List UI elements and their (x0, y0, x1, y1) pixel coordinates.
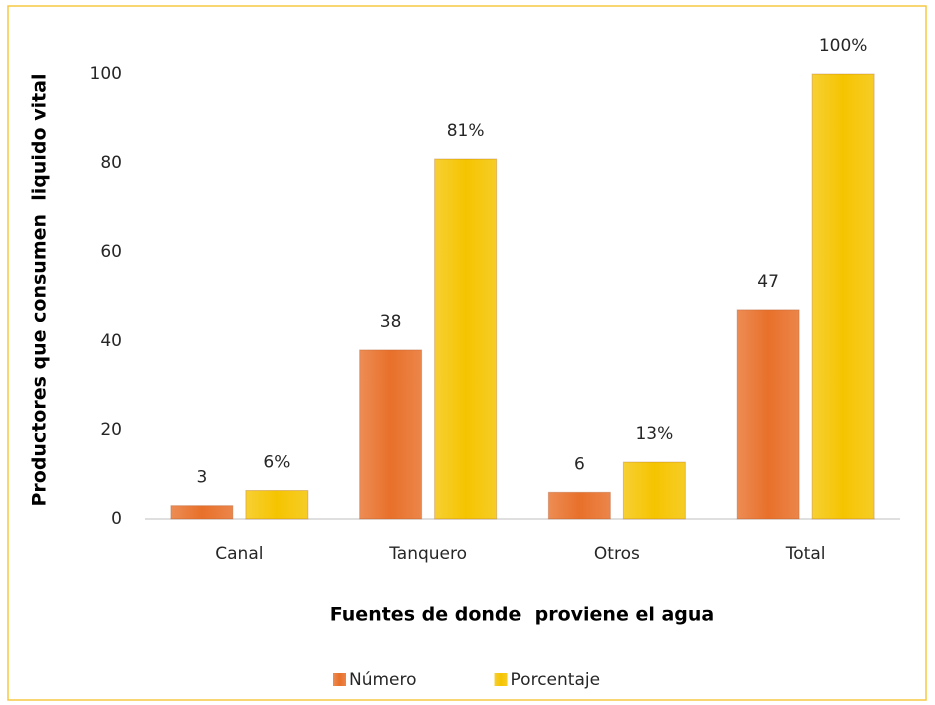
data-label: 3 (196, 468, 207, 488)
data-label: 6 (574, 454, 585, 474)
data-label: 6% (263, 453, 290, 473)
y-tick-label: 20 (100, 420, 122, 440)
bar (811, 73, 875, 520)
x-axis-title: Fuentes de donde proviene el agua (330, 604, 714, 626)
data-label: 38 (380, 312, 402, 332)
bar (359, 349, 423, 520)
bar (622, 461, 686, 520)
bar (547, 491, 611, 520)
legend-label: Número (349, 670, 417, 690)
legend-swatch (494, 673, 508, 686)
x-tick-label: Canal (215, 544, 263, 564)
data-label: 13% (635, 424, 673, 444)
bar (736, 309, 800, 520)
y-tick-label: 60 (100, 242, 122, 262)
bar (170, 505, 234, 520)
x-tick-label: Otros (594, 544, 640, 564)
y-tick-label: 40 (100, 331, 122, 351)
y-tick-label: 100 (90, 64, 122, 84)
bar (245, 490, 309, 520)
chart-frame (7, 5, 927, 701)
x-tick-label: Total (785, 544, 826, 564)
legend-swatch (333, 673, 346, 686)
data-label: 100% (819, 36, 868, 56)
y-tick-label: 0 (111, 509, 122, 529)
y-tick-label: 80 (100, 153, 122, 173)
x-tick-label: Tanquero (388, 544, 467, 564)
y-axis-title: Productores que consumen liquido vital (29, 73, 51, 506)
data-label: 47 (757, 272, 779, 292)
bar (434, 158, 498, 520)
legend-label: Porcentaje (511, 670, 601, 690)
data-label: 81% (447, 121, 485, 141)
